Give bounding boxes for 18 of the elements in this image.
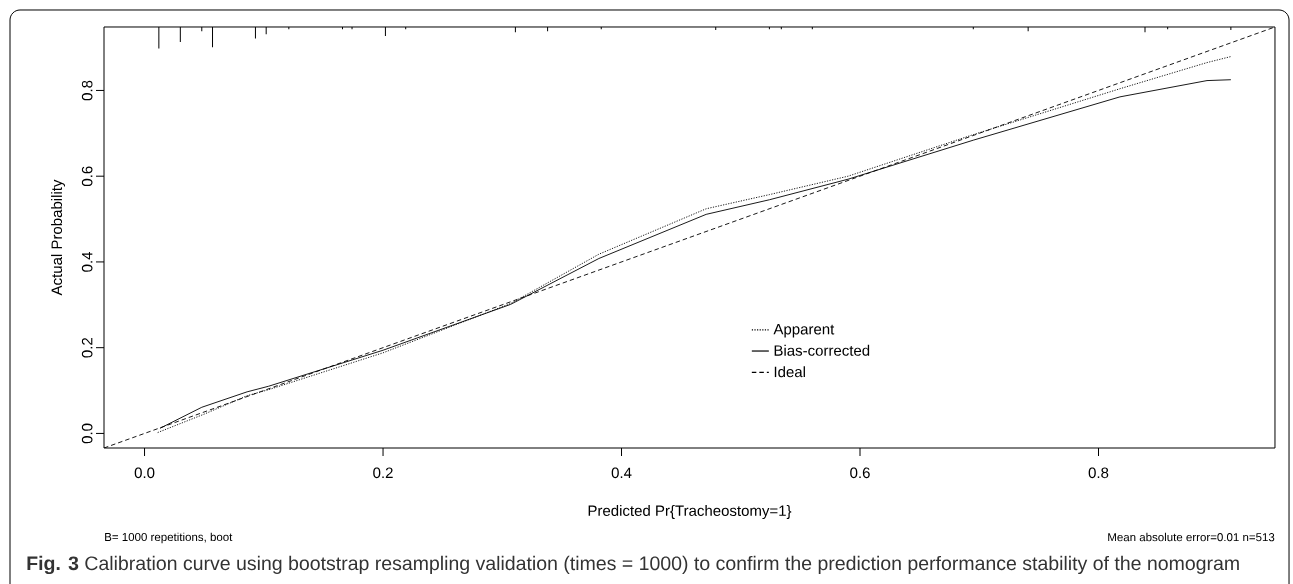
x-tick-label: 0.2 xyxy=(373,467,393,479)
y-axis-title: Actual Probability xyxy=(51,179,66,296)
x-axis-title: Predicted Pr{Tracheostomy=1} xyxy=(588,504,792,519)
x-tick-label: 0.4 xyxy=(611,467,632,479)
text: B= 1000 repetitions, boot xyxy=(105,532,233,544)
y-tick-label: 0.6 xyxy=(81,166,93,187)
y-tick-label: 0.0 xyxy=(81,423,93,444)
x-tick-label: 0.8 xyxy=(1088,467,1109,479)
legend-label: Apparent xyxy=(773,324,835,338)
x-tick-label: 0.6 xyxy=(850,467,870,479)
y-tick-label: 0.4 xyxy=(81,251,93,272)
y-tick-label: 0.8 xyxy=(81,80,93,101)
text: Mean absolute error=0.01 n=513 xyxy=(1108,532,1275,542)
y-tick-label: 0.2 xyxy=(81,338,93,358)
x-tick-label: 0.0 xyxy=(134,467,155,479)
legend-label: Ideal xyxy=(774,366,805,378)
text: Fig. 3 Calibration curve using bootstrap resampling validation (times = 1000) to confirm the prediction performance stability of the nomogram xyxy=(27,555,1239,575)
legend-label: Bias-corrected xyxy=(774,344,870,356)
